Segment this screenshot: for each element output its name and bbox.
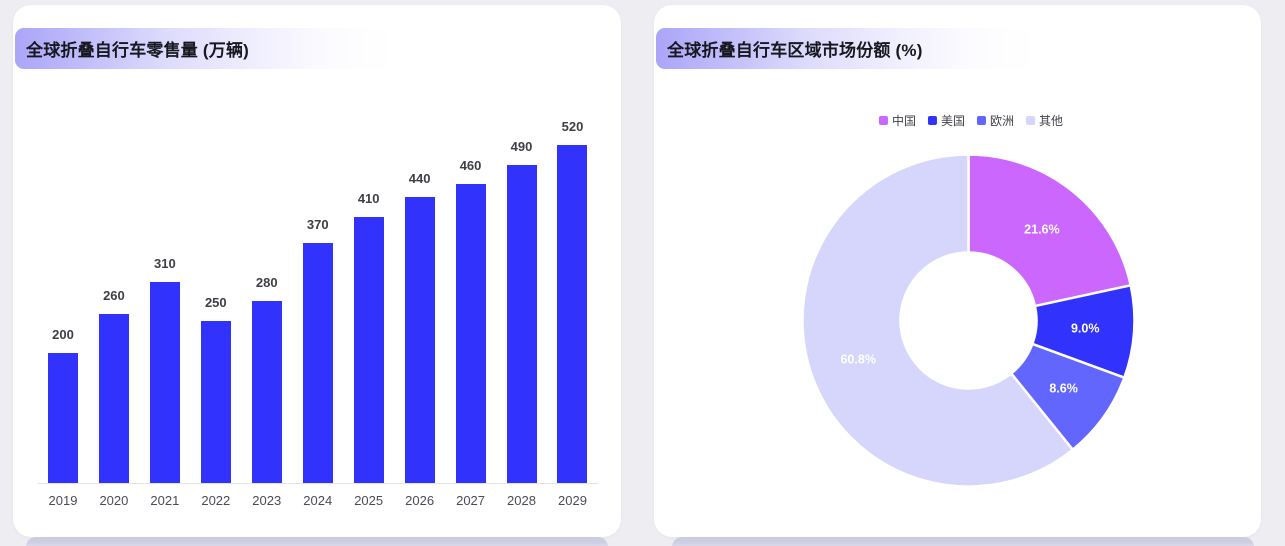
x-axis-label: 2023 [252,493,282,508]
bar-value-label: 410 [357,190,380,206]
donut-chart-title: 全球折叠自行车区域市场份额 (%) [656,28,1259,69]
legend-item-其他[interactable]: 其他 [1026,112,1063,129]
legend-label: 欧洲 [990,113,1015,128]
bar-2029[interactable] [557,145,588,483]
x-axis-label: 2020 [99,493,129,508]
legend-swatch [927,115,937,125]
slice-label-美国: 9.0% [1071,322,1100,336]
bar-2021[interactable] [149,281,180,483]
slice-label-中国: 21.6% [1024,222,1059,236]
x-axis-label: 2021 [150,493,180,508]
bar-2028[interactable] [506,164,537,483]
bar-value-label: 280 [255,275,278,290]
bar-chart-card: 全球折叠自行车零售量 (万辆) 200 2019 260 2020 310 2021 250… [13,5,621,537]
bar-2026[interactable] [404,197,435,483]
bar-2023[interactable] [251,301,282,483]
legend-item-欧洲[interactable]: 欧洲 [977,112,1014,129]
x-axis-label: 2024 [303,493,333,508]
legend-item-中国[interactable]: 中国 [878,112,916,129]
bar-value-label: 440 [408,171,431,186]
next-row-card-top-left [26,537,608,546]
bar-2019[interactable] [47,353,78,483]
x-axis-label: 2025 [354,493,384,508]
slice-label-其他: 60.8% [840,352,875,366]
bar-value-label: 250 [204,294,227,310]
x-axis-label: 2019 [48,493,78,508]
bar-value-label: 460 [459,158,482,173]
legend-label: 美国 [940,113,965,128]
legend-label: 其他 [1039,113,1064,128]
bar-chart-title: 全球折叠自行车零售量 (万辆) [15,28,619,69]
donut-chart: 21.6% 9.0% 8.6% 60.8% [798,150,1139,491]
bar-2025[interactable] [353,216,384,483]
x-axis-label: 2029 [558,493,587,508]
legend-swatch [1026,115,1036,125]
legend-swatch [878,115,888,125]
bar-value-label: 260 [103,288,125,303]
bar-value-label: 490 [510,138,533,154]
bar-value-label: 370 [306,216,329,232]
bar-2024[interactable] [302,242,333,483]
legend-swatch [977,115,986,125]
x-axis-line [37,483,598,484]
donut-slice-中国[interactable] [967,153,1132,308]
legend-item-美国[interactable]: 美国 [927,112,965,129]
x-axis-label: 2026 [405,493,435,508]
next-row-card-top-right [672,537,1254,546]
legend-label: 中国 [891,113,916,128]
bar-chart-plot-area: 200 2019 260 2020 310 2021 250 2022 280 2023 370 20… [13,5,621,537]
slice-label-欧洲: 8.6% [1049,382,1078,396]
bar-2022[interactable] [200,320,231,483]
bar-value-label: 200 [52,327,74,342]
x-axis-label: 2022 [201,493,231,508]
x-axis-label: 2028 [507,493,536,508]
x-axis-label: 2027 [456,493,486,508]
bar-value-label: 520 [561,119,584,134]
bar-2020[interactable] [98,314,129,483]
bar-value-label: 310 [154,255,176,271]
bar-2027[interactable] [455,184,486,483]
donut-legend: 中国 美国 欧洲 其他 [878,111,1063,129]
donut-slice-其他[interactable] [801,153,1074,488]
donut-chart-card: 全球折叠自行车区域市场份额 (%) 中国 美国 欧洲 其他 21.6% 9.0% 8.6%… [654,5,1261,537]
